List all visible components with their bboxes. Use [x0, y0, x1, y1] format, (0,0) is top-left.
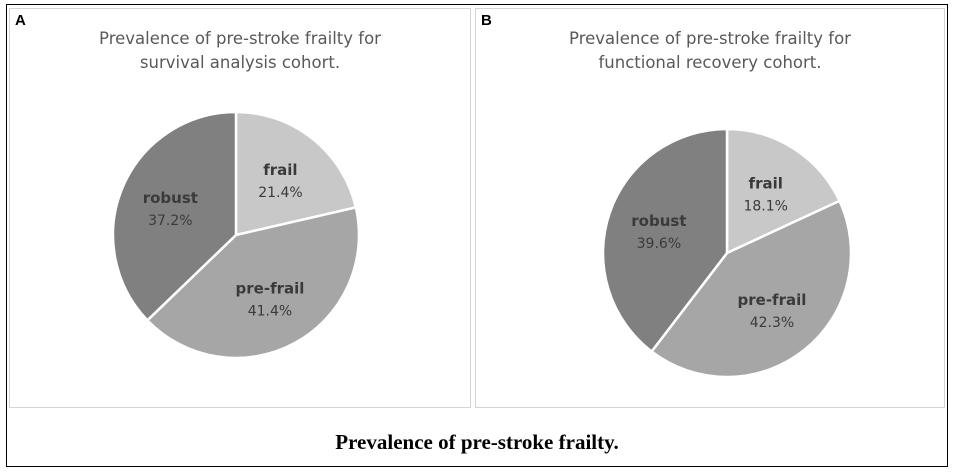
pie-slice-pre-frail [145, 205, 361, 360]
slice-label-frail: frail [749, 174, 783, 192]
figure-caption: Prevalence of pre-stroke frailty. [335, 430, 619, 454]
chart-panel-b: B Prevalence of pre-stroke frailty for f… [475, 8, 945, 408]
slice-value-pre-frail: 41.4% [248, 304, 292, 320]
pie-chart-b: frail 18.1% pre-frail 42.3% robust 39.6% [601, 127, 853, 379]
chart-panel-a: A Prevalence of pre-stroke frailty for s… [9, 8, 471, 408]
pie-slice-robust [601, 127, 729, 354]
pie-slice-frail [234, 110, 358, 237]
pie-slice-robust [111, 110, 238, 323]
panel-label-a: A [15, 12, 26, 29]
chart-title-b: Prevalence of pre-stroke frailty for fun… [476, 27, 944, 75]
figure-frame: A Prevalence of pre-stroke frailty for s… [6, 4, 948, 467]
pie-slice-pre-frail [649, 199, 853, 379]
chart-title-b-line-1: Prevalence of pre-stroke frailty for [569, 29, 851, 48]
chart-title-a-line-2: survival analysis cohort. [139, 53, 341, 72]
slice-label-pre-frail: pre-frail [236, 280, 305, 298]
slice-value-robust: 39.6% [637, 236, 681, 252]
slice-label-robust: robust [143, 189, 198, 207]
panel-label-b: B [481, 12, 492, 29]
slice-value-frail: 18.1% [743, 198, 787, 214]
slice-value-pre-frail: 42.3% [750, 315, 794, 331]
slice-value-frail: 21.4% [258, 185, 302, 201]
slice-label-robust: robust [631, 212, 686, 230]
pie-chart-a: frail 21.4% pre-frail 41.4% robust 37.2% [111, 110, 361, 360]
slice-label-frail: frail [263, 161, 297, 179]
chart-title-b-line-2: functional recovery cohort. [598, 53, 822, 72]
slice-value-robust: 37.2% [148, 213, 192, 229]
slice-label-pre-frail: pre-frail [738, 291, 807, 309]
pie-slice-frail [725, 127, 842, 255]
chart-title-a-line-1: Prevalence of pre-stroke frailty for [99, 29, 381, 48]
chart-title-a: Prevalence of pre-stroke frailty for sur… [10, 27, 470, 75]
